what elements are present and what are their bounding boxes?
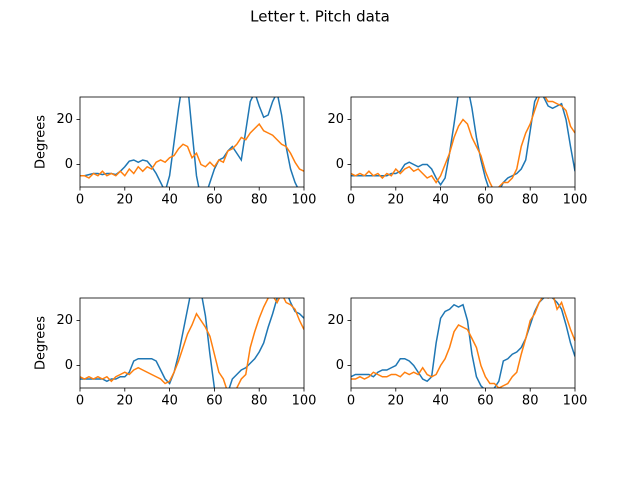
y-tick-label: 0 — [336, 157, 344, 172]
x-tick-label: 20 — [117, 394, 134, 409]
subplot: 0 20 40 60 80 100 0 20 Degrees — [34, 96, 317, 208]
x-tick-label: 0 — [347, 394, 355, 409]
subplot: 0 20 40 60 80 100 0 20 — [327, 96, 588, 208]
x-tick-label: 80 — [251, 394, 268, 409]
axes-frame — [350, 96, 576, 188]
subplot: 0 20 40 60 80 100 0 20 — [327, 297, 588, 409]
x-tick-label: 60 — [477, 394, 494, 409]
x-tick-label: 60 — [477, 193, 494, 208]
y-axis-label: Degrees — [34, 115, 49, 169]
x-tick-label: 20 — [117, 193, 134, 208]
x-tick-label: 20 — [388, 394, 405, 409]
x-tick-label: 80 — [522, 394, 539, 409]
x-tick-label: 100 — [292, 193, 317, 208]
axes-frame — [79, 96, 305, 188]
x-tick-label: 100 — [563, 193, 588, 208]
y-tick-label: 20 — [56, 112, 73, 127]
y-tick-label: 0 — [65, 358, 73, 373]
x-tick-label: 100 — [292, 394, 317, 409]
y-tick-label: 20 — [327, 112, 344, 127]
x-tick-label: 40 — [161, 193, 178, 208]
y-tick-label: 20 — [327, 313, 344, 328]
data-line — [351, 298, 575, 388]
data-line — [80, 298, 304, 388]
x-tick-label: 40 — [432, 193, 449, 208]
x-tick-label: 40 — [161, 394, 178, 409]
x-tick-label: 0 — [347, 193, 355, 208]
x-tick-label: 60 — [206, 394, 223, 409]
x-tick-label: 20 — [388, 193, 405, 208]
y-tick-label: 20 — [56, 313, 73, 328]
x-tick-label: 40 — [432, 394, 449, 409]
figure-title: Letter t. Pitch data — [250, 8, 390, 26]
axes-frame — [350, 297, 576, 389]
data-line — [80, 298, 304, 388]
y-tick-label: 0 — [65, 157, 73, 172]
x-tick-label: 0 — [76, 193, 84, 208]
data-line — [351, 97, 575, 187]
x-tick-label: 80 — [251, 193, 268, 208]
x-tick-label: 0 — [76, 394, 84, 409]
data-line — [80, 122, 304, 179]
axes-frame — [79, 297, 305, 389]
x-tick-label: 60 — [206, 193, 223, 208]
y-tick-label: 0 — [336, 358, 344, 373]
x-tick-label: 100 — [563, 394, 588, 409]
subplot: 0 20 40 60 80 100 0 20 Degrees — [34, 297, 317, 409]
x-tick-label: 80 — [522, 193, 539, 208]
y-axis-label: Degrees — [34, 316, 49, 370]
